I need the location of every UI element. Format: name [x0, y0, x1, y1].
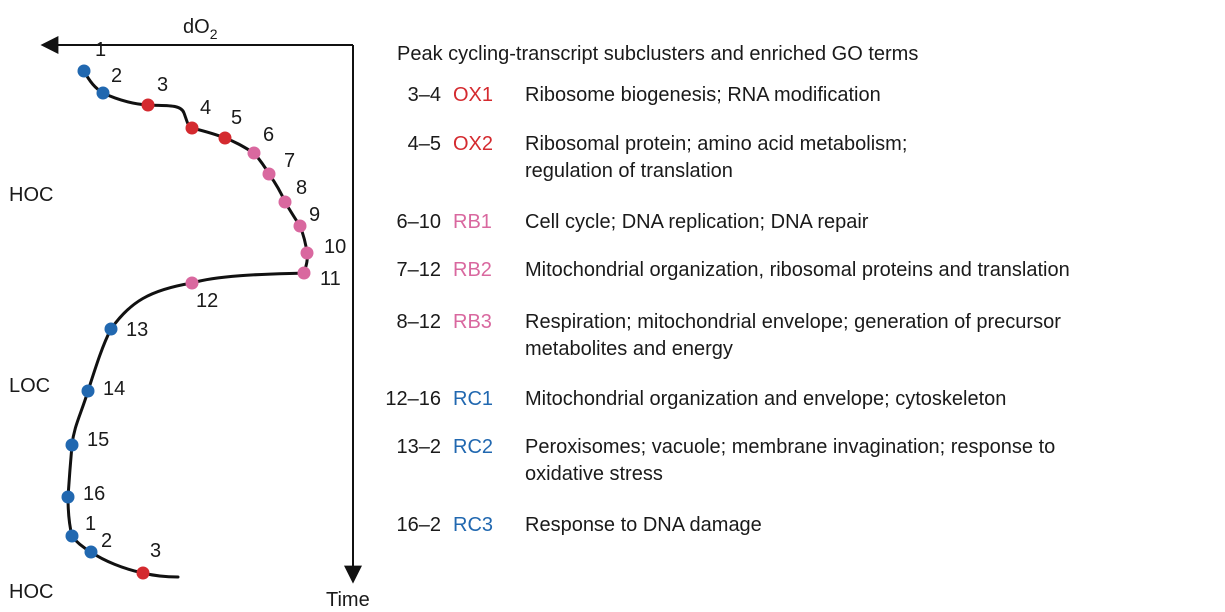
- table-row-range: 4–5: [408, 133, 441, 155]
- trajectory-point-2: [96, 86, 110, 100]
- table-row-range: 3–4: [408, 84, 441, 106]
- table-row-description: metabolites and energy: [525, 338, 733, 360]
- trajectory-point-9: [293, 219, 307, 233]
- table-row-code: OX1: [453, 84, 493, 106]
- table-row-code: RC2: [453, 436, 493, 458]
- y-axis-label: Time: [326, 589, 370, 611]
- trajectory-point-18: [84, 545, 98, 559]
- trajectory-point-15: [65, 438, 79, 452]
- x-axis-label: dO2: [183, 16, 218, 42]
- trajectory-point-16: [61, 490, 75, 504]
- table-row-code: RC3: [453, 514, 493, 536]
- trajectory-point-label-13: 13: [126, 319, 148, 341]
- trajectory-point-3: [141, 98, 155, 112]
- table-row-description: Ribosomal protein; amino acid metabolism…: [525, 133, 907, 155]
- trajectory-point-label-5: 5: [231, 107, 242, 129]
- table-row-range: 7–12: [397, 259, 442, 281]
- trajectory-point-label-14: 14: [103, 378, 125, 400]
- trajectory-point-label-6: 6: [263, 124, 274, 146]
- trajectory-point-label-2: 2: [111, 65, 122, 87]
- trajectory-point-label-7: 7: [284, 150, 295, 172]
- table-row-range: 12–16: [385, 388, 441, 410]
- trajectory-point-5: [218, 131, 232, 145]
- table-row-code: RB3: [453, 311, 492, 333]
- go-terms-table: Peak cycling-transcript subclusters and …: [385, 43, 1069, 536]
- trajectory-point-label-12: 12: [196, 290, 218, 312]
- table-row-description: Cell cycle; DNA replication; DNA repair: [525, 211, 869, 233]
- trajectory-point-10: [300, 246, 314, 260]
- table-row-code: OX2: [453, 133, 493, 155]
- trajectory-point-label-4: 4: [200, 97, 211, 119]
- trajectory-point-12: [185, 276, 199, 290]
- trajectory-point-19: [136, 566, 150, 580]
- table-row-range: 8–12: [397, 311, 442, 333]
- trajectory-point-label-15: 15: [87, 429, 109, 451]
- axes: dO2 Time: [40, 16, 370, 611]
- x-axis-label-main: dO: [183, 16, 210, 38]
- table-row-code: RB2: [453, 259, 492, 281]
- trajectory-point-4: [185, 121, 199, 135]
- state-label-bottom: HOC: [9, 581, 53, 603]
- table-row-description: Respiration; mitochondrial envelope; gen…: [525, 311, 1061, 333]
- trajectory-point-label-9: 9: [309, 204, 320, 226]
- table-title: Peak cycling-transcript subclusters and …: [397, 43, 918, 65]
- trajectory-point-7: [262, 167, 276, 181]
- trajectory-point-13: [104, 322, 118, 336]
- trajectory-point-label-10: 10: [324, 236, 346, 258]
- table-row-range: 13–2: [397, 436, 442, 458]
- trajectory-point-label-1: 1: [95, 39, 106, 61]
- trajectory-point-17: [65, 529, 79, 543]
- table-row-code: RB1: [453, 211, 492, 233]
- x-axis-label-subscript: 2: [210, 26, 218, 42]
- trajectory-point-1: [77, 64, 91, 78]
- table-row-description: oxidative stress: [525, 463, 663, 485]
- state-label-middle: LOC: [9, 375, 50, 397]
- table-row-description: Peroxisomes; vacuole; membrane invaginat…: [525, 436, 1055, 458]
- trajectory-point-label-16: 16: [83, 483, 105, 505]
- table-row-description: Mitochondrial organization and envelope;…: [525, 388, 1006, 410]
- trajectory-point-label-18: 2: [101, 530, 112, 552]
- trajectory-point-11: [297, 266, 311, 280]
- table-row-description: regulation of translation: [525, 160, 733, 182]
- trajectory-point-label-8: 8: [296, 177, 307, 199]
- trajectory-point-label-3: 3: [157, 74, 168, 96]
- table-row-description: Ribosome biogenesis; RNA modification: [525, 84, 881, 106]
- trajectory-point-8: [278, 195, 292, 209]
- table-row-description: Mitochondrial organization, ribosomal pr…: [525, 259, 1070, 281]
- trajectory-point-14: [81, 384, 95, 398]
- table-row-code: RC1: [453, 388, 493, 410]
- table-row-range: 16–2: [397, 514, 442, 536]
- state-label-top: HOC: [9, 184, 53, 206]
- table-row-description: Response to DNA damage: [525, 514, 762, 536]
- trajectory-point-6: [247, 146, 261, 160]
- trajectory-point-label-11: 11: [320, 268, 341, 290]
- state-labels: HOC LOC HOC: [9, 184, 53, 603]
- table-row-range: 6–10: [397, 211, 442, 233]
- trajectory-point-label-17: 1: [85, 513, 96, 535]
- trajectory-point-label-19: 3: [150, 540, 161, 562]
